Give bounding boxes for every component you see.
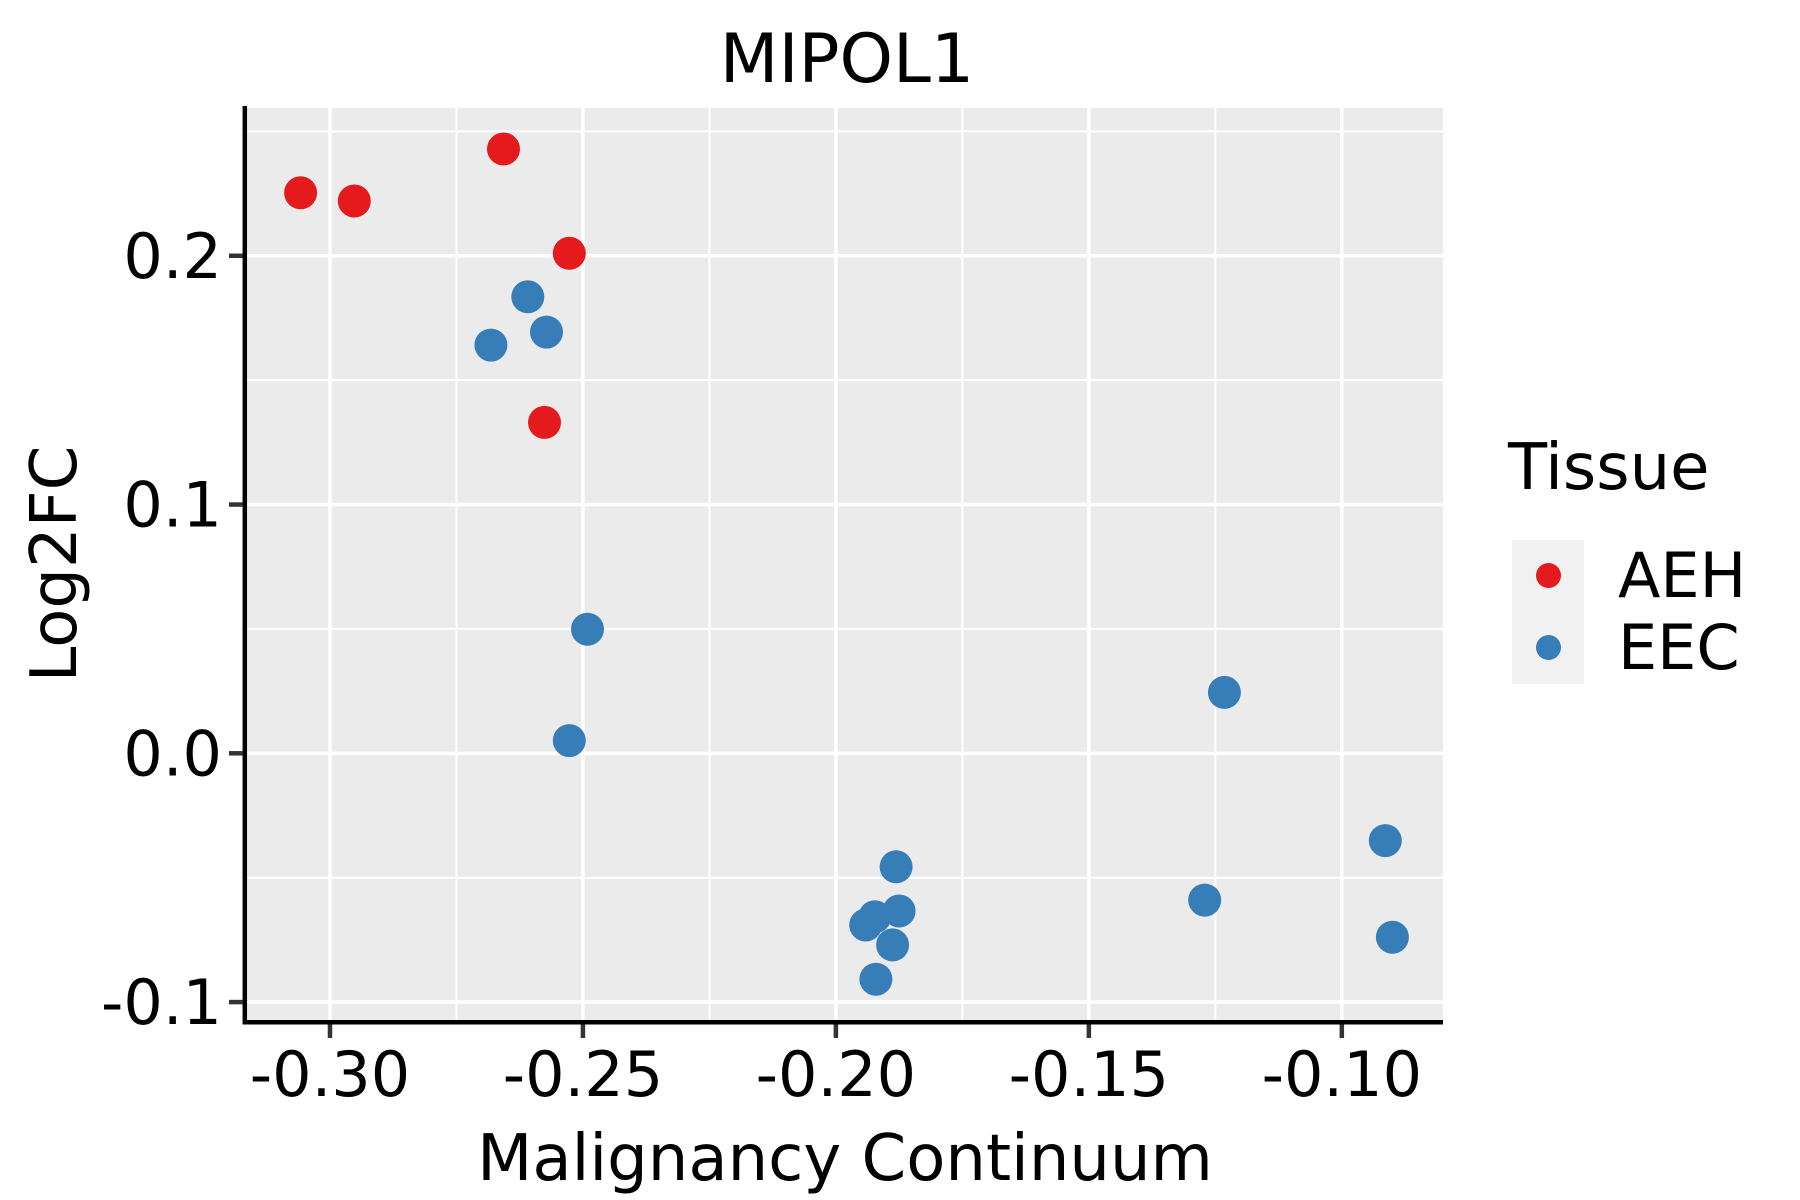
x-tick-label: -0.10: [1262, 1038, 1422, 1111]
data-point-eec: [530, 315, 563, 349]
x-tick-label: -0.15: [1009, 1038, 1169, 1111]
legend-key-eec: [1512, 611, 1584, 684]
y-tick-label: -0.1: [101, 966, 222, 1039]
data-point-eec: [511, 280, 545, 314]
data-point-eec: [1188, 883, 1222, 917]
plot-panel: [247, 108, 1443, 1020]
legend-label-aeh: AEH: [1618, 539, 1747, 613]
data-point-eec: [552, 724, 586, 758]
data-point-eec: [1368, 824, 1402, 858]
minor-gridlines: [247, 108, 1443, 1020]
legend: Tissue AEH EEC: [1500, 431, 1747, 685]
y-tick-label: 0.2: [123, 220, 222, 293]
data-point-eec: [879, 850, 913, 884]
axis-tick-labels: -0.30 -0.25 -0.20 -0.15 -0.10 0.2 0.1 0.0 -0.1: [101, 220, 1422, 1111]
data-point-eec: [859, 962, 893, 996]
data-point-eec: [849, 908, 883, 942]
major-gridlines: [247, 108, 1443, 1020]
x-tick-label: -0.30: [250, 1038, 410, 1111]
data-point-aeh: [528, 405, 561, 439]
data-point-eec: [571, 612, 604, 646]
data-point-aeh: [337, 184, 371, 218]
axis-spines: [242, 106, 1443, 1025]
axis-tick-marks: [229, 253, 1345, 1038]
x-tick-label: -0.25: [503, 1038, 663, 1111]
legend-item-aeh: AEH: [1512, 539, 1747, 613]
data-point-aeh: [284, 176, 318, 210]
legend-title: Tissue: [1508, 431, 1710, 505]
legend-item-eec: EEC: [1512, 611, 1746, 685]
data-points: [284, 132, 1409, 996]
x-tick-label: -0.20: [756, 1038, 916, 1111]
x-axis-title: Malignancy Continuum: [477, 1122, 1213, 1196]
legend-label-eec: EEC: [1618, 611, 1740, 685]
y-tick-label: 0.1: [123, 469, 222, 542]
legend-dot-eec-icon: [1535, 635, 1561, 661]
legend-key-aeh: [1512, 539, 1584, 612]
data-point-eec: [1207, 675, 1241, 709]
legend-dot-aeh-icon: [1535, 563, 1561, 589]
data-point-aeh: [552, 236, 586, 270]
data-point-eec: [876, 928, 910, 962]
data-point-aeh: [487, 132, 520, 166]
plot-title: MIPOL1: [720, 20, 974, 99]
data-point-eec: [474, 328, 508, 362]
legend-rows: AEH EEC: [1512, 539, 1747, 685]
y-tick-label: 0.0: [123, 717, 222, 790]
y-axis-title: Log2FC: [18, 446, 92, 683]
data-point-eec: [1375, 920, 1409, 954]
